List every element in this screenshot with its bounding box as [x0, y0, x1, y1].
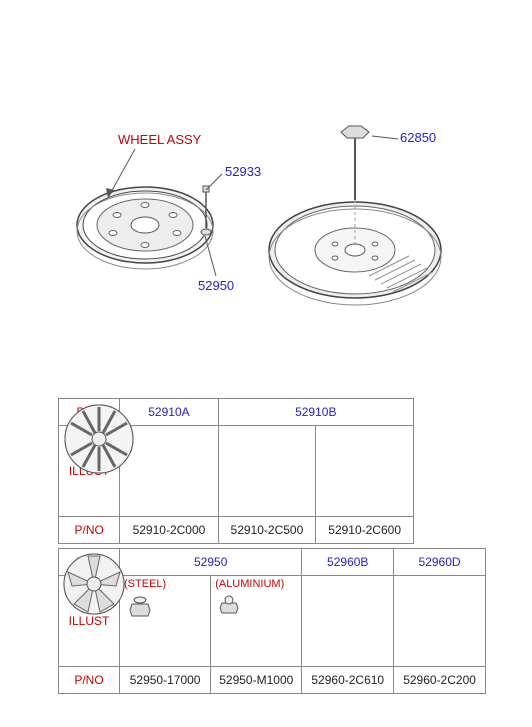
pnc-52960b: 52960B	[302, 549, 394, 576]
illust-steel-nut: (STEEL)	[120, 576, 211, 667]
pno-1: 52910-2C500	[218, 517, 316, 544]
diagram-svg	[0, 0, 532, 380]
t2-pno-1: 52950-M1000	[211, 667, 302, 694]
t2-pno-0: 52950-17000	[120, 667, 211, 694]
label-wheel-assy: WHEEL ASSY	[118, 132, 201, 147]
parts-table-2: PNC 52950 52960B 52960D ILLUST (STEEL) (…	[58, 548, 486, 694]
label-52950: 52950	[198, 278, 234, 293]
t2-pno-2: 52960-2C610	[302, 667, 394, 694]
illust-52910b-1	[218, 426, 316, 517]
label-62850: 62850	[400, 130, 436, 145]
t2-pno-3: 52960-2C200	[394, 667, 486, 694]
pno-0: 52910-2C000	[120, 517, 218, 544]
note-aluminium: (ALUMINIUM)	[215, 578, 284, 590]
pnc-52950: 52950	[120, 549, 302, 576]
note-steel: (STEEL)	[124, 578, 166, 590]
label-52933: 52933	[225, 164, 261, 179]
illust-wheel-cover	[394, 576, 486, 667]
parts-diagram-page: WHEEL ASSY 52933 52950 62850 PNC 52910A …	[0, 0, 532, 727]
illust-52910b-2	[316, 426, 414, 517]
pno-2: 52910-2C600	[316, 517, 414, 544]
table-header-pno: P/NO	[59, 517, 120, 544]
table2-header-pno: P/NO	[59, 667, 120, 694]
pnc-52960d: 52960D	[394, 549, 486, 576]
illust-alu-nut: (ALUMINIUM)	[211, 576, 302, 667]
pnc-52910b: 52910B	[218, 399, 413, 426]
parts-table-1: PNC 52910A 52910B ILLUST	[58, 398, 414, 544]
illust-hubcap	[302, 576, 394, 667]
